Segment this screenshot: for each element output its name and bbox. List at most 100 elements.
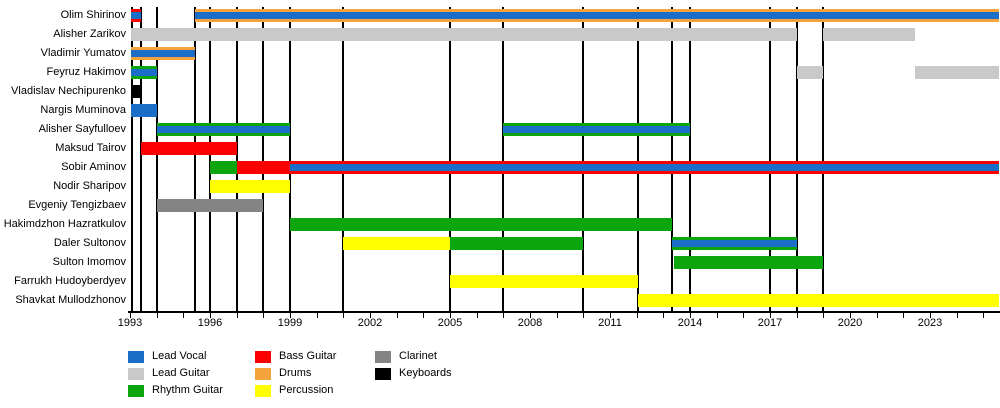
axis-tick bbox=[850, 313, 851, 318]
bar-secondary-role-stripe bbox=[131, 12, 142, 19]
member-name: Daler Sultonov bbox=[53, 237, 126, 249]
axis-tick bbox=[450, 313, 451, 318]
bar-secondary-role-stripe bbox=[503, 126, 690, 133]
axis-tick bbox=[370, 313, 371, 318]
legend-label: Drums bbox=[279, 367, 312, 379]
event-line bbox=[671, 7, 674, 311]
legend-item: Lead Vocal bbox=[128, 350, 206, 363]
axis-tick bbox=[796, 313, 798, 318]
axis-tick bbox=[343, 313, 345, 318]
axis-tick bbox=[290, 313, 291, 318]
timeline-bar bbox=[141, 142, 237, 155]
member-name: Feyruz Hakimov bbox=[46, 66, 126, 78]
timeline-bar bbox=[672, 237, 797, 250]
legend-swatch-percussion bbox=[255, 384, 271, 397]
legend-swatch-lead_vocal bbox=[128, 350, 144, 363]
legend-label: Percussion bbox=[279, 384, 334, 396]
legend-swatch-rhythm_guitar bbox=[128, 384, 144, 397]
event-line bbox=[235, 7, 238, 311]
legend-swatch-drums bbox=[255, 367, 271, 380]
timeline-bar bbox=[450, 237, 584, 250]
legend-label: Rhythm Guitar bbox=[152, 384, 223, 396]
timeline-bar bbox=[638, 294, 1000, 307]
member-name: Nargis Muminova bbox=[40, 104, 126, 116]
bar-secondary-role-stripe bbox=[131, 69, 157, 76]
timeline-bar bbox=[823, 28, 916, 41]
member-name: Maksud Tairov bbox=[55, 142, 126, 154]
member-name: Vladislav Nechipurenko bbox=[11, 85, 126, 97]
timeline-bar bbox=[131, 47, 196, 60]
event-line bbox=[637, 7, 639, 311]
axis-tick bbox=[263, 313, 265, 318]
timeline-bar bbox=[796, 66, 824, 79]
legend-label: Keyboards bbox=[399, 367, 452, 379]
legend-column: Lead Vocal Lead Guitar Rhythm Guitar bbox=[128, 350, 248, 401]
timeline-bar bbox=[210, 161, 237, 174]
axis-tick-label: 2023 bbox=[917, 317, 943, 329]
event-line bbox=[689, 7, 691, 311]
legend-item: Drums bbox=[255, 367, 311, 380]
timeline-bar bbox=[450, 275, 638, 288]
axis-tick-label: 1993 bbox=[117, 317, 143, 329]
axis-tick bbox=[770, 313, 771, 318]
legend-label: Lead Guitar bbox=[152, 367, 210, 379]
legend-item: Rhythm Guitar bbox=[128, 384, 223, 397]
x-axis-line bbox=[128, 311, 1000, 313]
member-name: Nodir Sharipov bbox=[53, 180, 126, 192]
member-name: Vladimir Yumatov bbox=[40, 47, 126, 59]
timeline-bar bbox=[156, 123, 290, 136]
axis-tick-label: 2014 bbox=[677, 317, 703, 329]
axis-tick bbox=[130, 313, 131, 318]
legend-item: Lead Guitar bbox=[128, 367, 209, 380]
axis-tick bbox=[636, 313, 638, 318]
axis-tick bbox=[210, 313, 211, 318]
bar-secondary-role-stripe bbox=[156, 126, 290, 133]
legend-swatch-clarinet bbox=[375, 350, 391, 363]
axis-tick-label: 1999 bbox=[277, 317, 303, 329]
event-line bbox=[262, 7, 265, 311]
axis-tick bbox=[476, 313, 478, 318]
event-line bbox=[795, 7, 798, 311]
timeline-bar bbox=[156, 199, 264, 212]
timeline-bar bbox=[131, 85, 142, 98]
axis-tick bbox=[983, 313, 985, 318]
legend-label: Bass Guitar bbox=[279, 350, 337, 362]
event-line bbox=[131, 7, 134, 311]
event-line bbox=[194, 7, 197, 311]
axis-tick bbox=[610, 313, 611, 318]
legend-item: Percussion bbox=[255, 384, 333, 397]
bar-secondary-role-stripe bbox=[195, 12, 1000, 19]
legend-swatch-bass_guitar bbox=[255, 350, 271, 363]
axis-tick bbox=[690, 313, 691, 318]
bar-secondary-role-stripe bbox=[131, 50, 196, 57]
timeline-bar bbox=[236, 161, 290, 174]
timeline-bar bbox=[131, 28, 797, 41]
axis-tick-label: 2020 bbox=[837, 317, 863, 329]
timeline-bar bbox=[131, 66, 157, 79]
axis-tick bbox=[530, 313, 531, 318]
axis-tick bbox=[316, 313, 318, 318]
timeline-bar bbox=[674, 256, 824, 269]
axis-tick bbox=[903, 313, 905, 318]
timeline-bar bbox=[290, 218, 673, 231]
axis-tick bbox=[423, 313, 425, 318]
timeline-bar bbox=[131, 104, 157, 117]
axis-tick bbox=[930, 313, 931, 318]
timeline-bar bbox=[343, 237, 450, 250]
timeline-bar bbox=[210, 180, 290, 193]
axis-tick-label: 2008 bbox=[517, 317, 543, 329]
timeline-bar bbox=[290, 161, 1000, 174]
event-line bbox=[502, 7, 505, 311]
member-name: Farrukh Hudoyberdyev bbox=[14, 275, 126, 287]
timeline-bar bbox=[131, 9, 142, 22]
axis-tick bbox=[743, 313, 745, 318]
axis-tick bbox=[956, 313, 958, 318]
member-name: Olim Shirinov bbox=[60, 9, 126, 21]
member-name: Evgeniy Tengizbaev bbox=[28, 199, 126, 211]
timeline-bar bbox=[503, 123, 690, 136]
axis-tick bbox=[236, 313, 238, 318]
bar-secondary-role-stripe bbox=[672, 240, 797, 247]
legend-swatch-keyboards bbox=[375, 367, 391, 380]
event-line bbox=[769, 7, 771, 311]
axis-tick bbox=[156, 313, 158, 318]
